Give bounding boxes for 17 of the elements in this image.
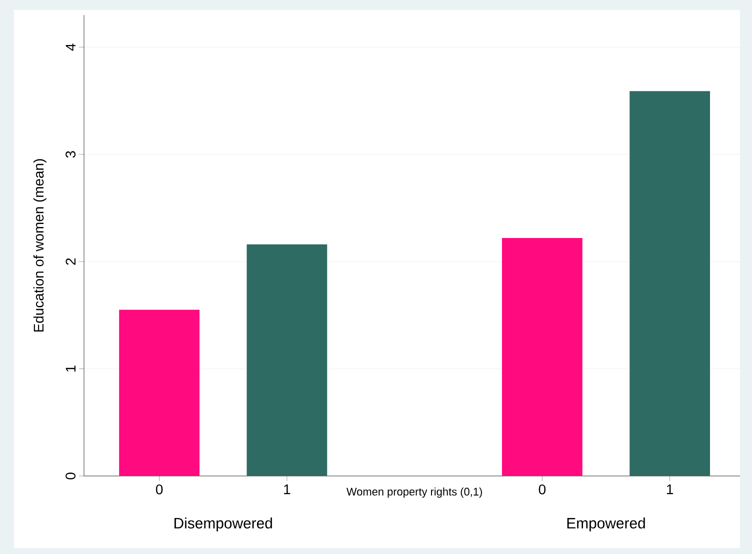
y-tick-label: 2 xyxy=(66,258,76,265)
bar xyxy=(502,238,582,476)
x-tick-label: 1 xyxy=(667,484,674,494)
bar xyxy=(246,244,328,476)
y-tick-label: 4 xyxy=(66,44,76,51)
x-tick-label: 0 xyxy=(538,484,546,494)
y-axis-title: Education of women (mean) xyxy=(33,159,46,332)
x-tick-label: 1 xyxy=(284,484,290,494)
x-tick-label: 0 xyxy=(156,484,163,494)
bar xyxy=(119,310,200,476)
text: Disempowered xyxy=(174,518,272,532)
y-tick-label: 3 xyxy=(66,151,76,158)
x-axis-title: Women property rights (0,1) xyxy=(346,488,482,498)
bar xyxy=(630,91,710,476)
y-tick-label: 0 xyxy=(66,472,76,480)
text: Empowered xyxy=(567,518,645,532)
y-tick-label: 1 xyxy=(66,366,76,372)
